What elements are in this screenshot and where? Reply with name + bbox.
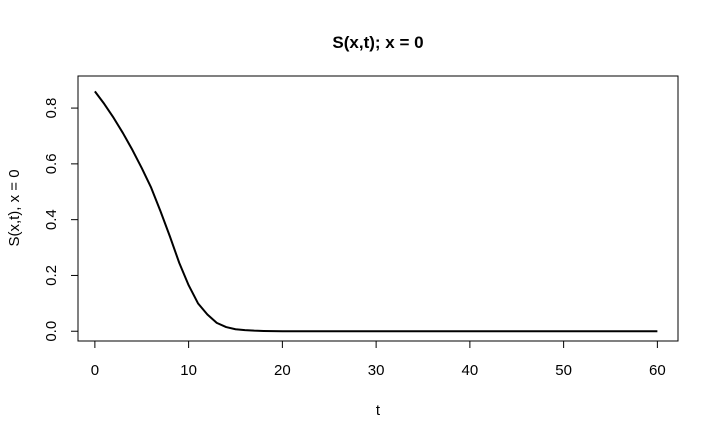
x-tick-label: 20 (274, 362, 291, 379)
y-tick-label: 0.4 (43, 209, 60, 230)
chart-title: S(x,t); x = 0 (332, 33, 423, 52)
y-axis: 0.0 0.2 0.4 0.6 0.8 (43, 98, 79, 342)
plot-frame (77, 75, 679, 342)
x-tick-label: 50 (555, 362, 572, 379)
x-axis: 0 10 20 30 40 50 60 (91, 340, 666, 379)
series-line (94, 90, 658, 333)
y-tick-label: 0.0 (43, 321, 60, 342)
x-tick-label: 0 (91, 362, 99, 379)
x-tick-label: 10 (180, 362, 197, 379)
y-tick-label: 0.6 (43, 153, 60, 174)
x-tick-label: 30 (368, 362, 385, 379)
y-axis-label: S(x,t), x = 0 (6, 169, 23, 246)
x-tick-label: 40 (462, 362, 479, 379)
x-axis-label: t (376, 402, 381, 419)
y-tick-label: 0.8 (43, 98, 60, 119)
y-tick-label: 0.2 (43, 265, 60, 286)
x-tick-label: 60 (649, 362, 666, 379)
